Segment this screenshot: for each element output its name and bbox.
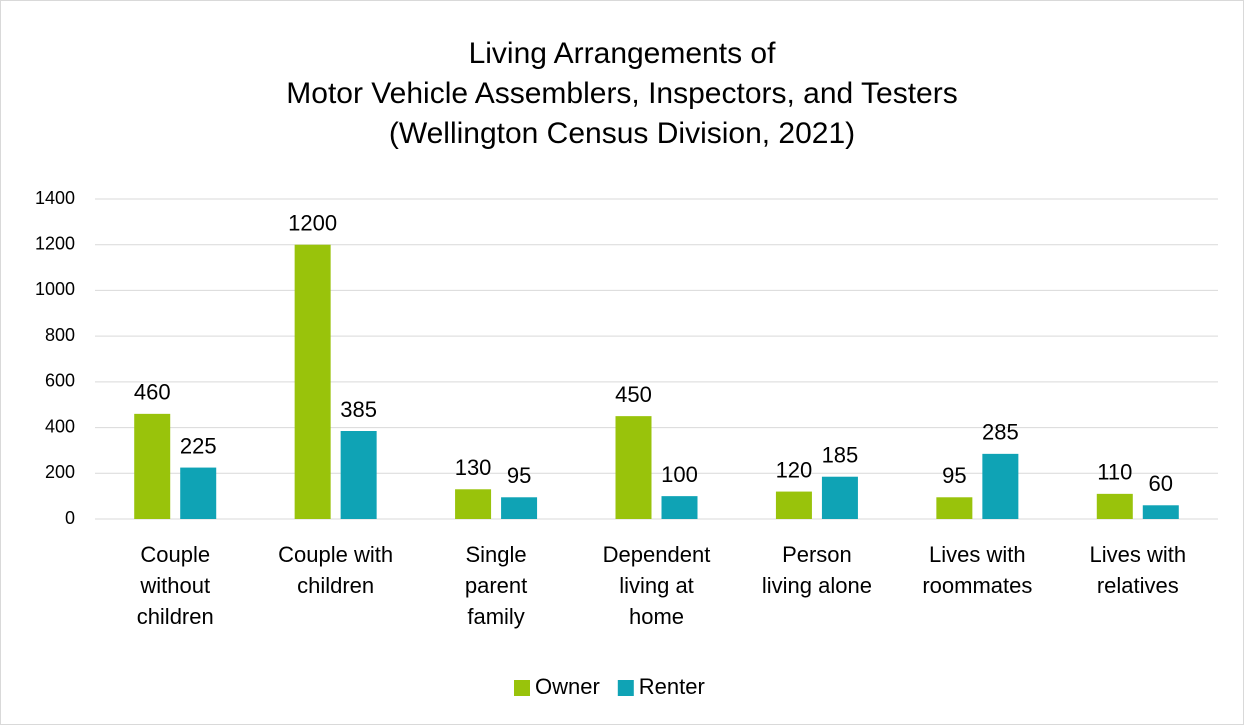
x-tick-label: Person [782,542,852,567]
y-tick-label: 200 [45,462,75,482]
y-tick-label: 400 [45,416,75,436]
data-label: 95 [942,463,966,488]
y-tick-label: 1200 [35,233,75,253]
x-tick-label: Lives with [929,542,1026,567]
data-label: 285 [982,420,1019,445]
data-label: 450 [615,382,652,407]
bar [455,489,492,519]
data-label: 1200 [288,211,337,236]
data-label: 120 [776,457,813,482]
bar [134,413,171,519]
y-tick-label: 1000 [35,279,75,299]
y-tick-label: 600 [45,371,75,391]
x-tick-label: living alone [762,573,872,598]
x-tick-label: parent [465,573,527,598]
x-tick-label: relatives [1097,573,1179,598]
bar [340,431,377,519]
y-tick-label: 1400 [35,188,75,208]
data-label: 100 [661,462,698,487]
bar [180,467,217,519]
data-label: 460 [134,380,171,405]
data-label: 385 [340,397,377,422]
chart-title: Motor Vehicle Assemblers, Inspectors, an… [286,77,957,110]
y-tick-label: 0 [65,508,75,528]
data-label: 110 [1097,460,1132,485]
bar [775,491,812,519]
legend-label: Owner [535,674,600,699]
bar [982,453,1019,519]
data-label: 130 [455,455,492,480]
data-label: 60 [1149,471,1173,496]
y-tick-label: 800 [45,325,75,345]
x-tick-label: living at [619,573,694,598]
bar [936,497,973,519]
bar [615,416,652,519]
data-label: 225 [180,433,217,458]
bar [501,497,538,519]
legend-swatch [514,680,530,696]
chart-title: (Wellington Census Division, 2021) [389,117,855,150]
data-label: 185 [822,443,859,468]
x-tick-label: roommates [922,573,1032,598]
bar [1142,505,1179,519]
bar [821,476,858,519]
x-tick-label: Couple [140,542,210,567]
x-tick-label: children [137,604,214,629]
x-tick-label: family [467,604,524,629]
x-tick-label: Single [465,542,526,567]
legend-label: Renter [639,674,705,699]
bar [1096,493,1133,519]
x-tick-label: children [297,573,374,598]
chart-title: Living Arrangements of [469,37,777,70]
legend-swatch [617,680,634,696]
x-tick-label: Lives with [1089,542,1186,567]
x-tick-label: Couple with [278,542,393,567]
bar [294,244,331,519]
data-label: 95 [507,463,531,488]
bar [661,496,698,519]
x-tick-label: without [139,573,210,598]
x-tick-label: Dependent [603,542,711,567]
x-tick-label: home [629,604,684,629]
